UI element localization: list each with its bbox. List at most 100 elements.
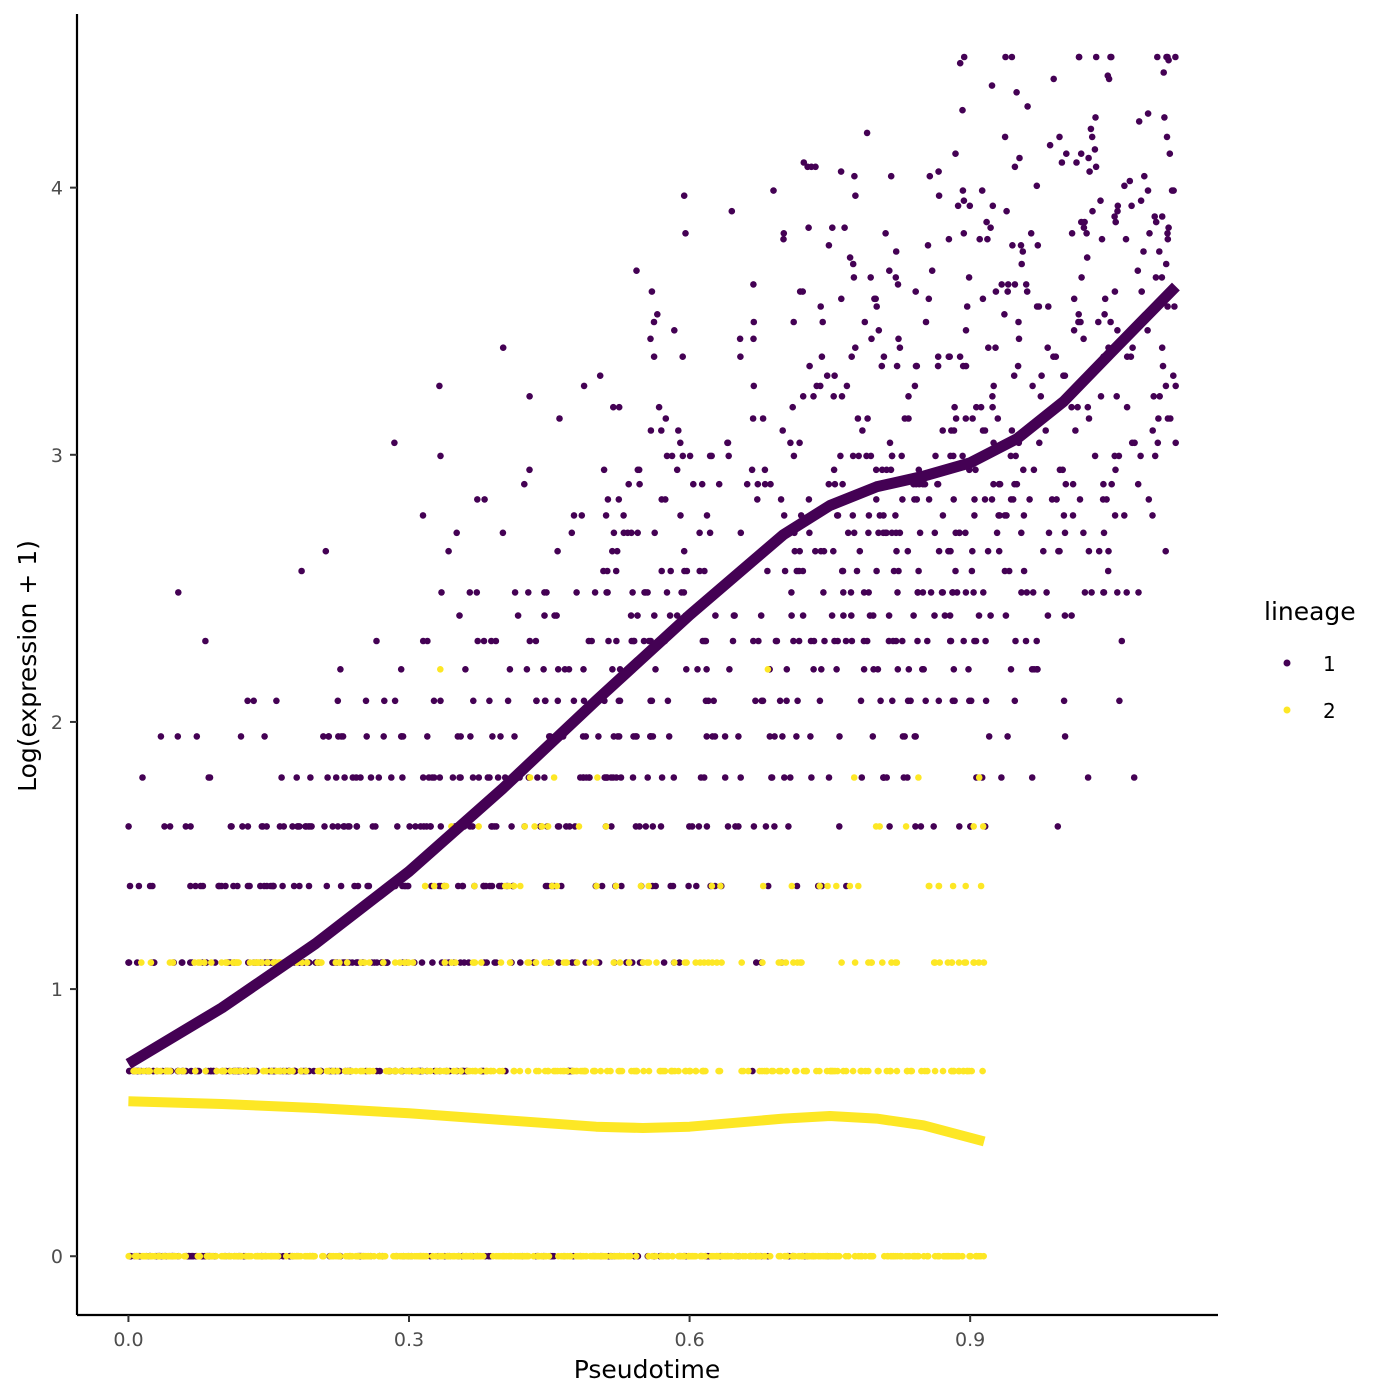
scatter-point-lineage-2 xyxy=(283,1252,290,1260)
scatter-point-lineage-1 xyxy=(436,774,444,781)
scatter-point-lineage-1 xyxy=(398,733,406,740)
scatter-point-lineage-1 xyxy=(878,466,886,474)
scatter-point-lineage-2 xyxy=(739,1252,747,1260)
scatter-point-lineage-2 xyxy=(768,1067,775,1075)
scatter-point-lineage-2 xyxy=(268,1067,275,1075)
scatter-point-lineage-2 xyxy=(633,1067,641,1075)
scatter-point-lineage-1 xyxy=(737,353,744,361)
scatter-point-lineage-1 xyxy=(604,496,612,503)
scatter-point-lineage-2 xyxy=(763,1067,771,1075)
scatter-point-lineage-1 xyxy=(554,697,562,705)
scatter-point-lineage-1 xyxy=(932,452,939,460)
scatter-point-lineage-1 xyxy=(962,589,970,596)
scatter-point-lineage-1 xyxy=(1019,248,1027,255)
scatter-point-lineage-1 xyxy=(788,612,795,619)
scatter-point-lineage-1 xyxy=(1172,382,1179,390)
scatter-point-lineage-2 xyxy=(795,1252,803,1260)
scatter-point-lineage-1 xyxy=(807,733,814,740)
scatter-point-lineage-1 xyxy=(642,589,650,596)
scatter-point-lineage-1 xyxy=(1001,311,1008,318)
scatter-point-lineage-1 xyxy=(721,774,729,781)
scatter-point-lineage-1 xyxy=(737,529,745,537)
scatter-point-lineage-2 xyxy=(645,1067,653,1075)
scatter-point-lineage-1 xyxy=(941,612,949,619)
scatter-point-lineage-1 xyxy=(555,959,563,966)
scatter-point-lineage-1 xyxy=(873,303,880,310)
scatter-point-lineage-1 xyxy=(893,547,900,555)
scatter-point-lineage-1 xyxy=(1038,372,1045,380)
scatter-point-lineage-1 xyxy=(644,774,651,781)
scatter-point-lineage-1 xyxy=(949,589,957,596)
scatter-point-lineage-2 xyxy=(607,1067,614,1075)
scatter-point-lineage-1 xyxy=(273,697,280,705)
scatter-point-lineage-1 xyxy=(935,192,943,199)
scatter-point-lineage-2 xyxy=(526,774,534,781)
scatter-point-lineage-1 xyxy=(645,637,653,645)
scatter-point-lineage-1 xyxy=(175,589,182,596)
scatter-point-lineage-1 xyxy=(682,230,689,237)
scatter-point-lineage-2 xyxy=(973,1252,980,1260)
scatter-point-lineage-1 xyxy=(618,882,625,890)
scatter-point-lineage-2 xyxy=(208,959,215,966)
scatter-point-lineage-1 xyxy=(187,823,194,830)
scatter-point-lineage-2 xyxy=(201,959,208,966)
scatter-point-lineage-2 xyxy=(949,882,957,890)
scatter-point-lineage-1 xyxy=(875,529,882,537)
scatter-point-lineage-1 xyxy=(831,637,838,645)
scatter-point-lineage-1 xyxy=(1053,496,1060,503)
scatter-point-lineage-2 xyxy=(660,1252,667,1260)
scatter-point-lineage-2 xyxy=(361,959,368,966)
scatter-point-lineage-1 xyxy=(435,882,443,890)
scatter-point-lineage-2 xyxy=(524,1067,532,1075)
scatter-point-lineage-1 xyxy=(1018,589,1025,596)
scatter-point-lineage-1 xyxy=(449,774,457,781)
scatter-point-lineage-2 xyxy=(544,823,552,830)
scatter-point-lineage-1 xyxy=(793,882,801,890)
scatter-point-lineage-1 xyxy=(875,327,883,334)
scatter-point-lineage-1 xyxy=(750,335,757,343)
scatter-point-lineage-1 xyxy=(437,823,445,830)
scatter-point-lineage-1 xyxy=(429,774,436,781)
scatter-point-lineage-1 xyxy=(813,382,820,390)
scatter-point-lineage-2 xyxy=(457,1067,465,1075)
scatter-point-lineage-1 xyxy=(895,335,902,343)
scatter-point-lineage-2 xyxy=(840,1067,847,1075)
scatter-point-lineage-2 xyxy=(580,1252,587,1260)
scatter-point-lineage-1 xyxy=(650,353,658,361)
scatter-point-lineage-1 xyxy=(556,415,563,422)
scatter-point-lineage-2 xyxy=(138,959,145,966)
scatter-point-lineage-1 xyxy=(459,882,467,890)
scatter-point-lineage-1 xyxy=(860,589,868,596)
scatter-point-lineage-1 xyxy=(1121,512,1128,519)
scatter-point-lineage-1 xyxy=(750,281,757,288)
scatter-point-lineage-1 xyxy=(773,637,781,645)
scatter-point-lineage-1 xyxy=(250,697,257,705)
scatter-point-lineage-1 xyxy=(847,589,855,596)
scatter-point-lineage-2 xyxy=(944,959,952,966)
scatter-point-lineage-1 xyxy=(946,612,954,619)
scatter-point-lineage-1 xyxy=(1158,274,1166,281)
scatter-point-lineage-1 xyxy=(1011,697,1019,705)
scatter-point-lineage-2 xyxy=(738,1067,745,1075)
scatter-point-lineage-1 xyxy=(787,774,794,781)
scatter-point-lineage-2 xyxy=(782,959,790,966)
scatter-point-lineage-1 xyxy=(1080,224,1088,231)
scatter-point-lineage-1 xyxy=(675,427,682,434)
scatter-point-lineage-2 xyxy=(547,959,555,966)
scatter-point-lineage-1 xyxy=(634,612,641,619)
scatter-point-lineage-1 xyxy=(1050,75,1057,83)
scatter-point-lineage-1 xyxy=(174,733,182,740)
scatter-point-lineage-1 xyxy=(662,496,669,503)
scatter-point-lineage-1 xyxy=(1020,567,1028,575)
scatter-point-lineage-1 xyxy=(298,567,305,575)
scatter-point-lineage-1 xyxy=(481,496,488,503)
scatter-point-lineage-2 xyxy=(376,1252,383,1260)
scatter-point-lineage-2 xyxy=(306,1252,313,1260)
scatter-point-lineage-1 xyxy=(981,427,989,434)
scatter-point-lineage-1 xyxy=(781,567,789,575)
scatter-point-lineage-1 xyxy=(919,480,927,488)
scatter-point-lineage-1 xyxy=(1060,697,1068,705)
scatter-point-lineage-2 xyxy=(851,1252,859,1260)
scatter-point-lineage-1 xyxy=(1164,235,1172,243)
scatter-point-lineage-2 xyxy=(975,774,983,781)
